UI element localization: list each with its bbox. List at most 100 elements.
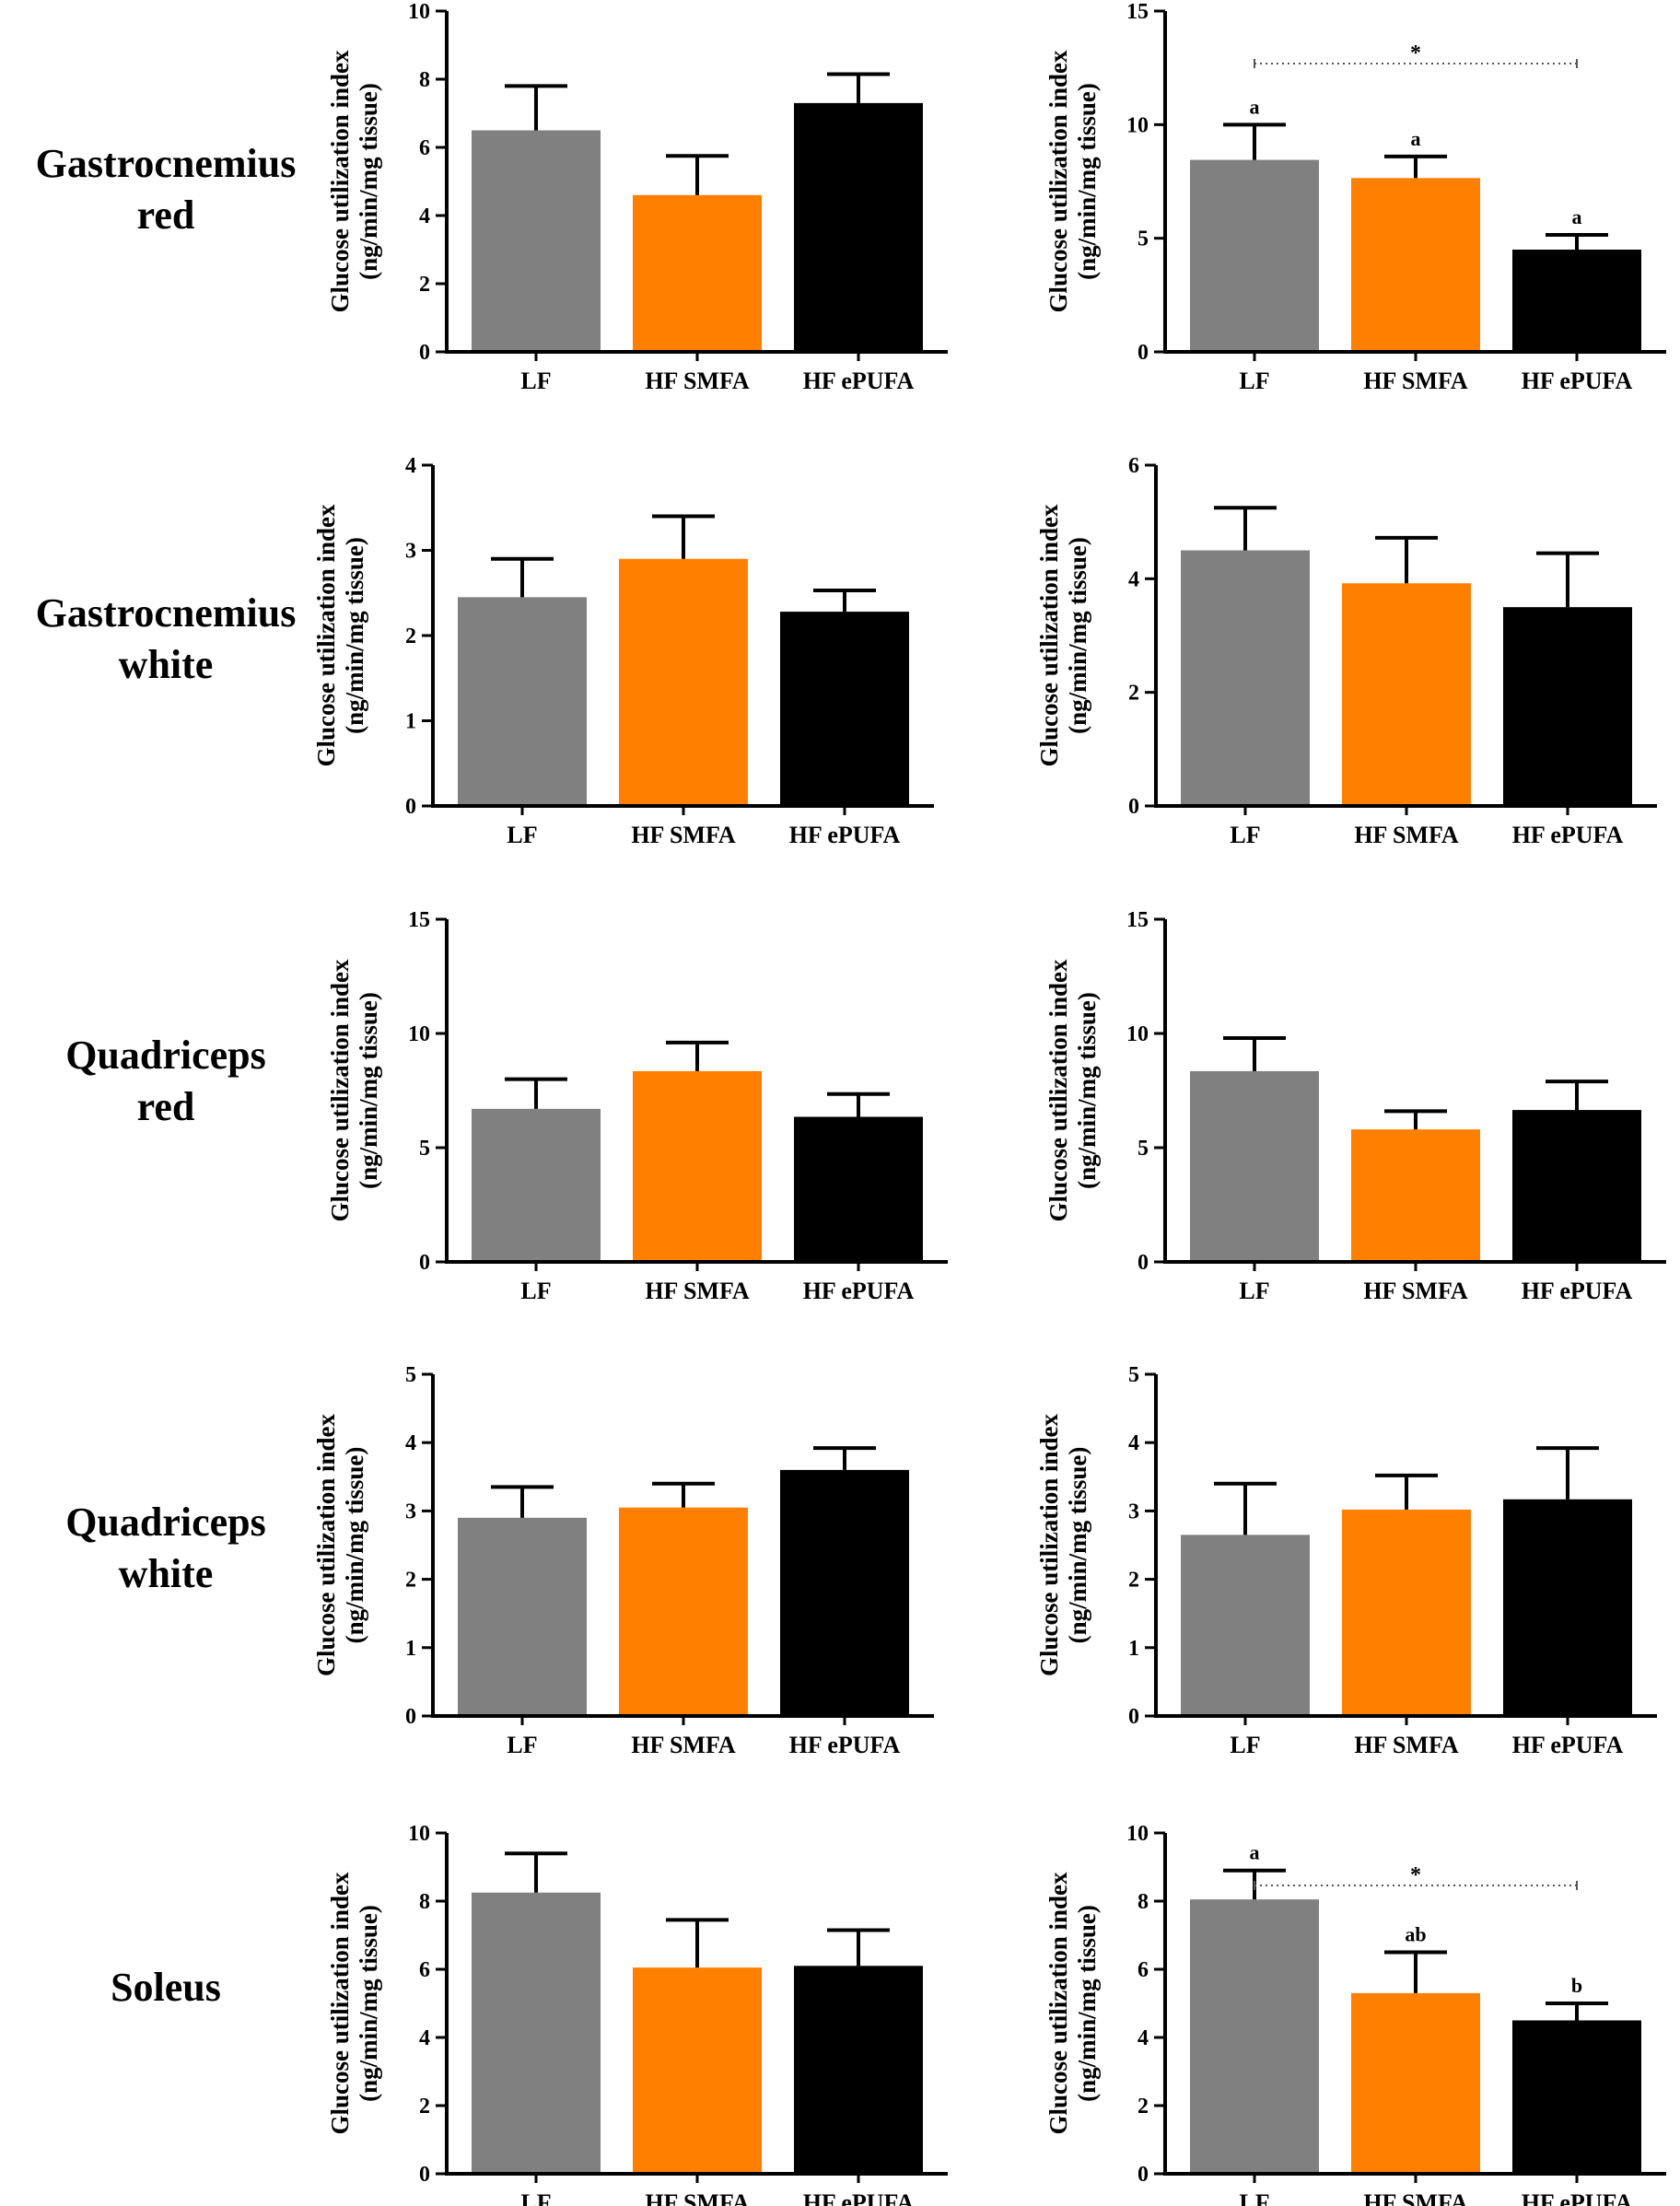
y-tick-label: 0 <box>1138 2163 1149 2187</box>
y-tick-label: 3 <box>405 1500 416 1523</box>
y-tick-label: 15 <box>1126 0 1149 24</box>
row-label-line1: Quadriceps <box>65 1033 266 1078</box>
y-tick-label: 0 <box>1138 341 1149 365</box>
bar-hf-smfa <box>633 1070 762 1262</box>
y-tick-label: 2 <box>405 624 416 648</box>
bar-lf <box>1190 1899 1319 2174</box>
y-tick-label: 1 <box>405 1637 416 1661</box>
y-tick-label: 0 <box>419 341 430 365</box>
bar-lf <box>472 1108 601 1262</box>
bar-hf-epufa <box>1503 1499 1632 1716</box>
x-tick-label-lf: LF <box>1239 2189 1269 2206</box>
bar-lf <box>1181 550 1310 806</box>
y-tick-label: 3 <box>1128 1500 1139 1523</box>
y-axis-title-line2: (ng/min/mg tissue) <box>355 83 382 280</box>
y-tick-label: 2 <box>419 273 430 297</box>
x-tick-label-lf: LF <box>507 1732 537 1758</box>
x-tick-label-lf: LF <box>520 368 551 394</box>
x-tick-label-lf: LF <box>1239 1278 1269 1304</box>
significance-asterisk: * <box>1410 1863 1421 1887</box>
x-tick-label-lf: LF <box>520 2189 551 2206</box>
bar-hf-smfa <box>1342 583 1471 806</box>
x-tick-label-hf-smfa: HF SMFA <box>1354 1732 1459 1758</box>
y-tick-label: 8 <box>419 1890 430 1914</box>
y-tick-label: 5 <box>1138 1137 1149 1161</box>
x-tick-label-hf-epufa: HF ePUFA <box>789 822 901 848</box>
y-tick-label: 0 <box>419 2163 430 2187</box>
y-tick-label: 4 <box>1128 1431 1139 1455</box>
significance-letter: a <box>1572 205 1582 228</box>
bar-hf-smfa <box>1351 1129 1480 1262</box>
bar-hf-smfa <box>633 194 762 352</box>
x-tick-label-hf-smfa: HF SMFA <box>631 822 736 848</box>
y-axis-title-line1: Glucose utilization index <box>312 504 340 767</box>
bar-hf-epufa <box>794 1116 923 1262</box>
x-tick-label-hf-epufa: HF ePUFA <box>803 2189 915 2206</box>
y-axis-title-line1: Glucose utilization index <box>1044 1872 1072 2135</box>
y-tick-label: 1 <box>1128 1637 1139 1661</box>
y-tick-label: 10 <box>1126 113 1149 137</box>
y-tick-label: 2 <box>419 2095 430 2118</box>
x-tick-label-lf: LF <box>1230 822 1260 848</box>
bar-lf <box>1181 1535 1310 1716</box>
row-label-line2: white <box>118 642 214 687</box>
chart-panel-gastrocnemius-white-left: LF HF SMFA HF ePUFA 0 1 2 3 4 Glucose utilizatio… <box>312 454 934 848</box>
chart-panel-quadriceps-white-left: LF HF SMFA HF ePUFA 0 1 2 3 4 5 Glucose utilizati… <box>312 1363 934 1758</box>
x-tick-label-lf: LF <box>507 822 537 848</box>
y-tick-label: 10 <box>408 1022 430 1046</box>
bar-lf <box>472 1892 601 2174</box>
y-axis-title-line1: Glucose utilization index <box>1044 959 1072 1222</box>
chart-panel-gastrocnemius-red-left: LF HF SMFA HF ePUFA 0 2 4 6 8 10 Glucose utilizat… <box>326 0 948 394</box>
chart-panel-quadriceps-white-right: LF HF SMFA HF ePUFA 0 1 2 3 4 5 Glucose utilizati… <box>1035 1363 1657 1758</box>
bar-lf <box>458 1517 587 1716</box>
y-tick-label: 0 <box>1128 1705 1139 1729</box>
y-tick-label: 2 <box>1128 1569 1139 1593</box>
row-label-line2: red <box>136 193 195 238</box>
y-axis-title-line2: (ng/min/mg tissue) <box>355 992 382 1189</box>
y-tick-label: 10 <box>408 1822 430 1846</box>
significance-letter: ab <box>1405 1923 1426 1946</box>
y-tick-label: 0 <box>419 1251 430 1275</box>
y-tick-label: 5 <box>419 1137 430 1161</box>
bar-lf <box>1190 1070 1319 1262</box>
bar-hf-epufa <box>794 1966 923 2174</box>
row-label-line2: red <box>136 1084 195 1129</box>
bar-hf-smfa <box>1351 178 1480 352</box>
significance-letter: a <box>1411 127 1421 150</box>
row-label-gastrocnemius-white: Gastrocnemius white <box>0 588 332 691</box>
y-tick-label: 6 <box>419 1958 430 1982</box>
significance-letter: a <box>1250 1841 1260 1864</box>
significance-asterisk: * <box>1410 41 1421 65</box>
y-tick-label: 5 <box>1138 228 1149 251</box>
row-label-line1: Quadriceps <box>65 1500 266 1545</box>
x-tick-label-hf-smfa: HF SMFA <box>645 2189 750 2206</box>
x-tick-label-hf-epufa: HF ePUFA <box>803 368 915 394</box>
y-axis-title-line1: Glucose utilization index <box>1035 1413 1063 1676</box>
y-tick-label: 0 <box>405 795 416 819</box>
bar-hf-epufa <box>1512 1110 1641 1262</box>
y-tick-label: 4 <box>1138 2026 1149 2050</box>
chart-panel-gastrocnemius-white-right: LF HF SMFA HF ePUFA 0 2 4 6 Glucose utilization… <box>1035 454 1657 848</box>
y-axis-title-line2: (ng/min/mg tissue) <box>1073 992 1101 1189</box>
row-label-line1: Gastrocnemius <box>35 590 297 636</box>
y-axis-title-line1: Glucose utilization index <box>1044 50 1072 313</box>
y-axis-title-line1: Glucose utilization index <box>312 1413 340 1676</box>
y-tick-label: 6 <box>1128 454 1139 478</box>
chart-panel-quadriceps-red-left: LF HF SMFA HF ePUFA 0 5 10 15 Glucose utilizati… <box>326 908 948 1304</box>
x-tick-label-hf-epufa: HF ePUFA <box>1522 2189 1633 2206</box>
row-label-line1: Soleus <box>111 1965 221 2010</box>
y-axis-title-line2: (ng/min/mg tissue) <box>1073 83 1101 280</box>
x-tick-label-hf-epufa: HF ePUFA <box>1522 1278 1633 1304</box>
x-tick-label-hf-smfa: HF SMFA <box>1363 1278 1468 1304</box>
y-tick-label: 5 <box>405 1363 416 1387</box>
x-tick-label-hf-epufa: HF ePUFA <box>1512 822 1624 848</box>
y-tick-label: 4 <box>405 1431 416 1455</box>
y-tick-label: 10 <box>1126 1022 1149 1046</box>
y-tick-label: 2 <box>405 1569 416 1593</box>
row-label-soleus: Soleus <box>0 1962 332 2013</box>
y-tick-label: 0 <box>1138 1251 1149 1275</box>
chart-panel-quadriceps-red-right: LF HF SMFA HF ePUFA 0 5 10 15 Glucose utilizati… <box>1044 908 1666 1304</box>
y-tick-label: 4 <box>405 454 416 478</box>
